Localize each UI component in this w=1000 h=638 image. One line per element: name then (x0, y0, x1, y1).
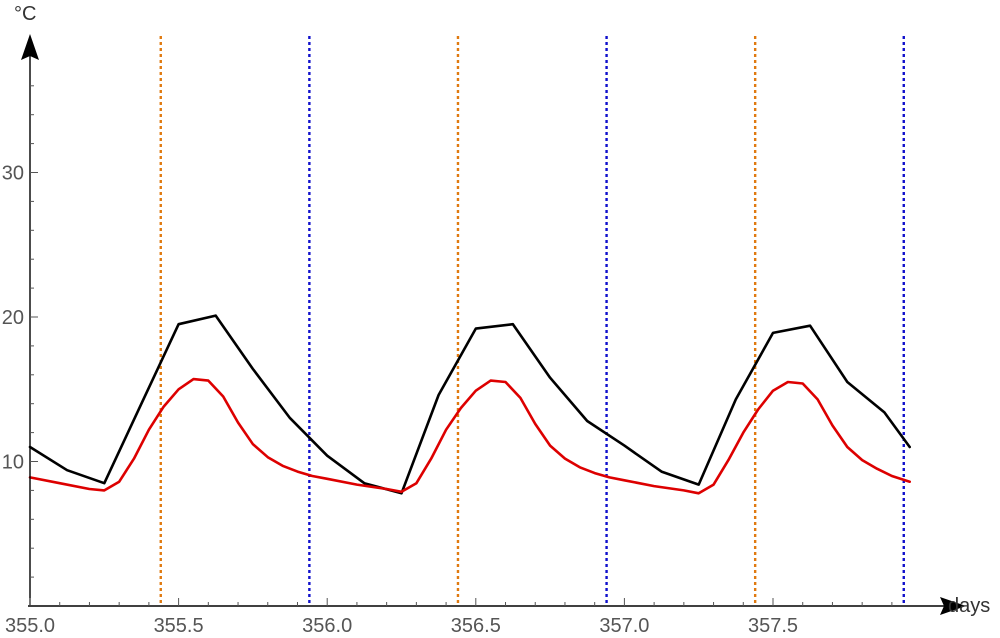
x-tick-label: 355.5 (154, 615, 204, 637)
x-tick-label: 356.0 (302, 615, 352, 637)
reference-lines (159, 36, 905, 606)
x-ticks: 355.0 355.5 356.0 356.5 357.0 357.5 (5, 598, 893, 637)
series-group (28, 314, 912, 495)
y-tick-label: 20 (2, 307, 24, 329)
x-tick-label: 356.5 (451, 615, 501, 637)
series-line-0 (28, 314, 912, 495)
axes: 355.0 355.5 356.0 356.5 357.0 357.5 10 20 30 da… (2, 3, 991, 637)
y-ticks: 10 20 30 (2, 85, 38, 578)
x-tick-label: 355.0 (5, 615, 55, 637)
y-tick-label: 10 (2, 452, 24, 474)
x-axis-arrow-icon (940, 597, 966, 615)
y-axis-arrow-icon (21, 34, 39, 60)
x-axis-label: days (948, 595, 990, 617)
x-tick-label: 357.5 (748, 615, 798, 637)
x-tick-label: 357.0 (599, 615, 649, 637)
y-axis-label: °C (14, 3, 36, 25)
series-line-1 (28, 377, 912, 495)
y-tick-label: 30 (2, 163, 24, 185)
